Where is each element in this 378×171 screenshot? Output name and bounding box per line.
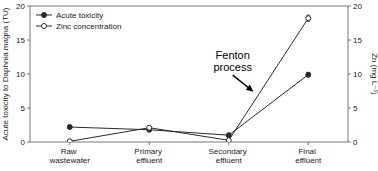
x-tick-label-line: wastewater: [49, 156, 91, 165]
annotation-arrow: [233, 75, 253, 91]
x-tick-label-line: effluent: [295, 156, 322, 165]
x-tick-label-line: Primary: [134, 147, 164, 156]
x-tick: [308, 142, 309, 145]
data-point: [306, 72, 311, 77]
y-tick: [27, 6, 30, 7]
y2-tick: [348, 74, 351, 75]
error-bar: [306, 15, 310, 21]
y2-tick: [348, 6, 351, 7]
legend: Acute toxicity Zinc concentration: [36, 11, 121, 31]
x-tick-label-line: effluent: [136, 156, 163, 165]
x-tick-label-line: Raw: [61, 147, 79, 156]
y-tick-label: 0: [21, 138, 26, 147]
data-point: [226, 138, 231, 142]
y2-tick-label: 10: [353, 70, 362, 79]
x-tick-label: Final effluent: [295, 147, 322, 165]
y-tick: [27, 142, 30, 143]
error-bar: [306, 73, 310, 77]
chart: 0 5 10 15 20 0 5 10 15 20 Raw wastewater Primary ef…: [0, 0, 378, 171]
y-tick-label: 15: [16, 36, 25, 45]
x-tick: [228, 142, 229, 145]
annotation-line: process: [213, 61, 252, 73]
legend-label: Zinc concentration: [56, 22, 121, 31]
x-tick-label-line: Final: [298, 147, 318, 156]
x-tick-label: Secondary effluent: [209, 147, 249, 165]
annotation: Fentonprocess: [213, 49, 252, 73]
annotation-line: Fenton: [216, 49, 250, 61]
x-tick: [69, 142, 70, 145]
y-tick: [27, 108, 30, 109]
y2-tick-label: 15: [353, 36, 362, 45]
x-tick-label-line: Secondary: [209, 147, 249, 156]
y-tick: [27, 40, 30, 41]
series-line: [70, 18, 309, 141]
data-point: [306, 16, 311, 21]
x-tick-label: Raw wastewater: [49, 147, 91, 165]
y-tick-label: 20: [16, 2, 25, 11]
y2-tick: [348, 142, 351, 143]
y-axis-label: Acute toxicity to Daphnia magna (TU): [1, 7, 10, 140]
x-tick-label-line: effluent: [216, 156, 243, 165]
series-line: [70, 75, 309, 136]
x-tick-label: Primary effluent: [134, 147, 164, 165]
x-tick: [149, 142, 150, 145]
data-layer: [67, 15, 311, 142]
data-point: [67, 139, 72, 142]
plot-frame: [30, 6, 348, 142]
legend-marker: [42, 24, 47, 29]
y-tick-label: 5: [21, 104, 26, 113]
legend-label: Acute toxicity: [56, 11, 103, 20]
y2-tick-label: 20: [353, 2, 362, 11]
y2-axis-label: Zn (mg L⁻¹): [370, 53, 378, 95]
y2-tick-label: 0: [353, 138, 358, 147]
y-tick-label: 10: [16, 70, 25, 79]
y2-tick: [348, 40, 351, 41]
y2-tick-label: 5: [353, 104, 358, 113]
data-point: [147, 125, 152, 130]
legend-marker: [42, 13, 47, 18]
y-tick: [27, 74, 30, 75]
data-point: [67, 125, 72, 130]
y2-tick: [348, 108, 351, 109]
